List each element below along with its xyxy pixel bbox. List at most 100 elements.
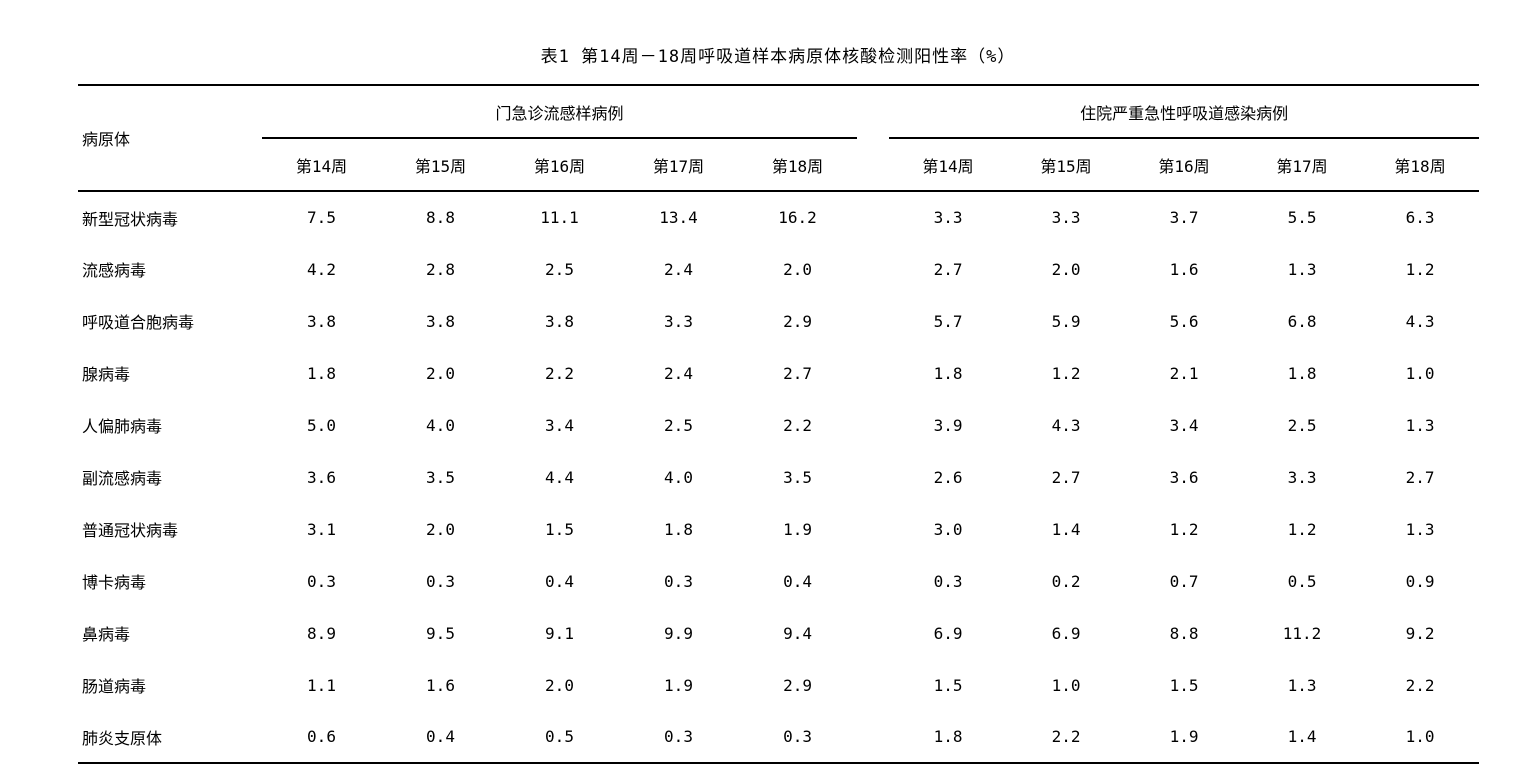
value-cell: 4.4 xyxy=(545,467,574,487)
value-cell: 1.8 xyxy=(889,711,1008,764)
table-row: 流感病毒 4.2 2.8 2.5 2.4 2.0 2.7 2.0 1.6 1.3… xyxy=(78,243,1479,295)
value-cell: 2.8 xyxy=(426,259,455,279)
value-cell: 1.9 xyxy=(1125,711,1244,764)
value-cell: 2.4 xyxy=(664,259,693,279)
group-gap xyxy=(857,607,889,659)
value-cell: 5.7 xyxy=(933,311,963,331)
value-cell: 5.5 xyxy=(1287,208,1317,227)
value-cell: 8.8 xyxy=(1169,623,1199,643)
value-cell: 3.3 xyxy=(664,311,693,331)
value-cell: 1.3 xyxy=(1287,259,1317,279)
group1-header: 门急诊流感样病例 xyxy=(262,84,858,139)
value-cell: 1.1 xyxy=(307,675,336,695)
week-header: 第17周 xyxy=(1243,138,1362,192)
table-title: 表1 第14周－18周呼吸道样本病原体核酸检测阳性率（%） xyxy=(540,47,1016,67)
value-cell: 1.2 xyxy=(1169,519,1199,539)
value-cell: 2.6 xyxy=(933,467,963,487)
positivity-rate-table: 病原体 门急诊流感样病例 住院严重急性呼吸道感染病例 第14周 第15周 第16… xyxy=(78,84,1480,764)
value-cell: 1.8 xyxy=(664,519,693,539)
group-header-row: 病原体 门急诊流感样病例 住院严重急性呼吸道感染病例 xyxy=(78,84,1480,192)
value-cell: 9.9 xyxy=(664,623,693,643)
value-cell: 6.8 xyxy=(1287,311,1317,331)
value-cell: 2.7 xyxy=(783,363,812,383)
value-cell: 4.3 xyxy=(1405,311,1435,331)
table-row: 鼻病毒 8.9 9.5 9.1 9.9 9.4 6.9 6.9 8.8 11.2… xyxy=(78,607,1479,659)
value-cell: 3.8 xyxy=(307,311,336,331)
value-cell: 0.3 xyxy=(738,711,858,764)
table-row: 博卡病毒 0.3 0.3 0.4 0.3 0.4 0.3 0.2 0.7 0.5… xyxy=(78,555,1479,607)
value-cell: 1.0 xyxy=(1405,363,1435,383)
value-cell: 3.4 xyxy=(545,415,574,435)
table-row: 肠道病毒 1.1 1.6 2.0 1.9 2.9 1.5 1.0 1.5 1.3… xyxy=(78,659,1479,711)
group-gap xyxy=(857,555,889,607)
value-cell: 2.2 xyxy=(1405,675,1435,695)
week-header: 第18周 xyxy=(738,138,858,192)
value-cell: 0.4 xyxy=(381,711,500,764)
value-cell: 0.4 xyxy=(545,571,574,591)
value-cell: 1.5 xyxy=(1169,675,1199,695)
value-cell: 0.2 xyxy=(1051,571,1081,591)
pathogen-cell: 普通冠状病毒 xyxy=(82,521,179,540)
pathogen-cell: 博卡病毒 xyxy=(82,573,147,592)
value-cell: 0.3 xyxy=(664,571,693,591)
value-cell: 5.6 xyxy=(1169,311,1199,331)
table-row: 副流感病毒 3.6 3.5 4.4 4.0 3.5 2.6 2.7 3.6 3.… xyxy=(78,451,1479,503)
value-cell: 3.0 xyxy=(933,519,963,539)
value-cell: 9.5 xyxy=(426,623,455,643)
value-cell: 2.9 xyxy=(783,311,812,331)
value-cell: 0.6 xyxy=(262,711,381,764)
pathogen-cell: 腺病毒 xyxy=(82,365,131,384)
week-header-row: 第14周 第15周 第16周 第17周 第18周 第14周 第15周 第16周 … xyxy=(78,138,1480,192)
value-cell: 4.0 xyxy=(426,415,455,435)
value-cell: 5.0 xyxy=(307,415,336,435)
week-header: 第15周 xyxy=(381,138,500,192)
table-row: 人偏肺病毒 5.0 4.0 3.4 2.5 2.2 3.9 4.3 3.4 2.… xyxy=(78,399,1479,451)
group-gap xyxy=(857,295,889,347)
value-cell: 0.5 xyxy=(500,711,619,764)
value-cell: 1.6 xyxy=(1169,259,1199,279)
value-cell: 2.0 xyxy=(426,363,455,383)
value-cell: 2.5 xyxy=(664,415,693,435)
value-cell: 3.6 xyxy=(1169,467,1199,487)
value-cell: 2.0 xyxy=(426,519,455,539)
week-header: 第14周 xyxy=(889,138,1008,192)
value-cell: 0.3 xyxy=(307,571,336,591)
value-cell: 6.3 xyxy=(1405,208,1435,227)
group-gap xyxy=(857,243,889,295)
group-gap xyxy=(857,347,889,399)
value-cell: 3.8 xyxy=(545,311,574,331)
table-row: 普通冠状病毒 3.1 2.0 1.5 1.8 1.9 3.0 1.4 1.2 1… xyxy=(78,503,1479,555)
value-cell: 1.4 xyxy=(1051,519,1081,539)
value-cell: 2.0 xyxy=(545,675,574,695)
value-cell: 8.9 xyxy=(307,623,336,643)
table-row: 呼吸道合胞病毒 3.8 3.8 3.8 3.3 2.9 5.7 5.9 5.6 … xyxy=(78,295,1479,347)
value-cell: 16.2 xyxy=(778,208,817,227)
value-cell: 2.5 xyxy=(545,259,574,279)
value-cell: 1.6 xyxy=(426,675,455,695)
group-gap xyxy=(857,659,889,711)
pathogen-cell: 人偏肺病毒 xyxy=(82,417,163,436)
value-cell: 1.2 xyxy=(1051,363,1081,383)
pathogen-cell: 副流感病毒 xyxy=(82,469,163,488)
value-cell: 11.1 xyxy=(540,208,579,227)
value-cell: 2.7 xyxy=(1405,467,1435,487)
value-cell: 3.7 xyxy=(1169,208,1199,227)
value-cell: 3.1 xyxy=(307,519,336,539)
value-cell: 0.5 xyxy=(1287,571,1317,591)
value-cell: 13.4 xyxy=(659,208,698,227)
value-cell: 1.2 xyxy=(1287,519,1317,539)
pathogen-cell: 流感病毒 xyxy=(82,261,147,280)
pathogen-cell: 新型冠状病毒 xyxy=(82,209,179,229)
value-cell: 4.2 xyxy=(307,259,336,279)
value-cell: 8.8 xyxy=(426,208,455,227)
value-cell: 2.7 xyxy=(933,259,963,279)
value-cell: 3.8 xyxy=(426,311,455,331)
value-cell: 1.0 xyxy=(1051,675,1081,695)
value-cell: 0.3 xyxy=(933,571,963,591)
value-cell: 2.4 xyxy=(664,363,693,383)
value-cell: 3.6 xyxy=(307,467,336,487)
value-cell: 3.9 xyxy=(933,415,963,435)
value-cell: 1.8 xyxy=(933,363,963,383)
group-gap xyxy=(857,399,889,451)
table-row: 腺病毒 1.8 2.0 2.2 2.4 2.7 1.8 1.2 2.1 1.8 … xyxy=(78,347,1479,399)
